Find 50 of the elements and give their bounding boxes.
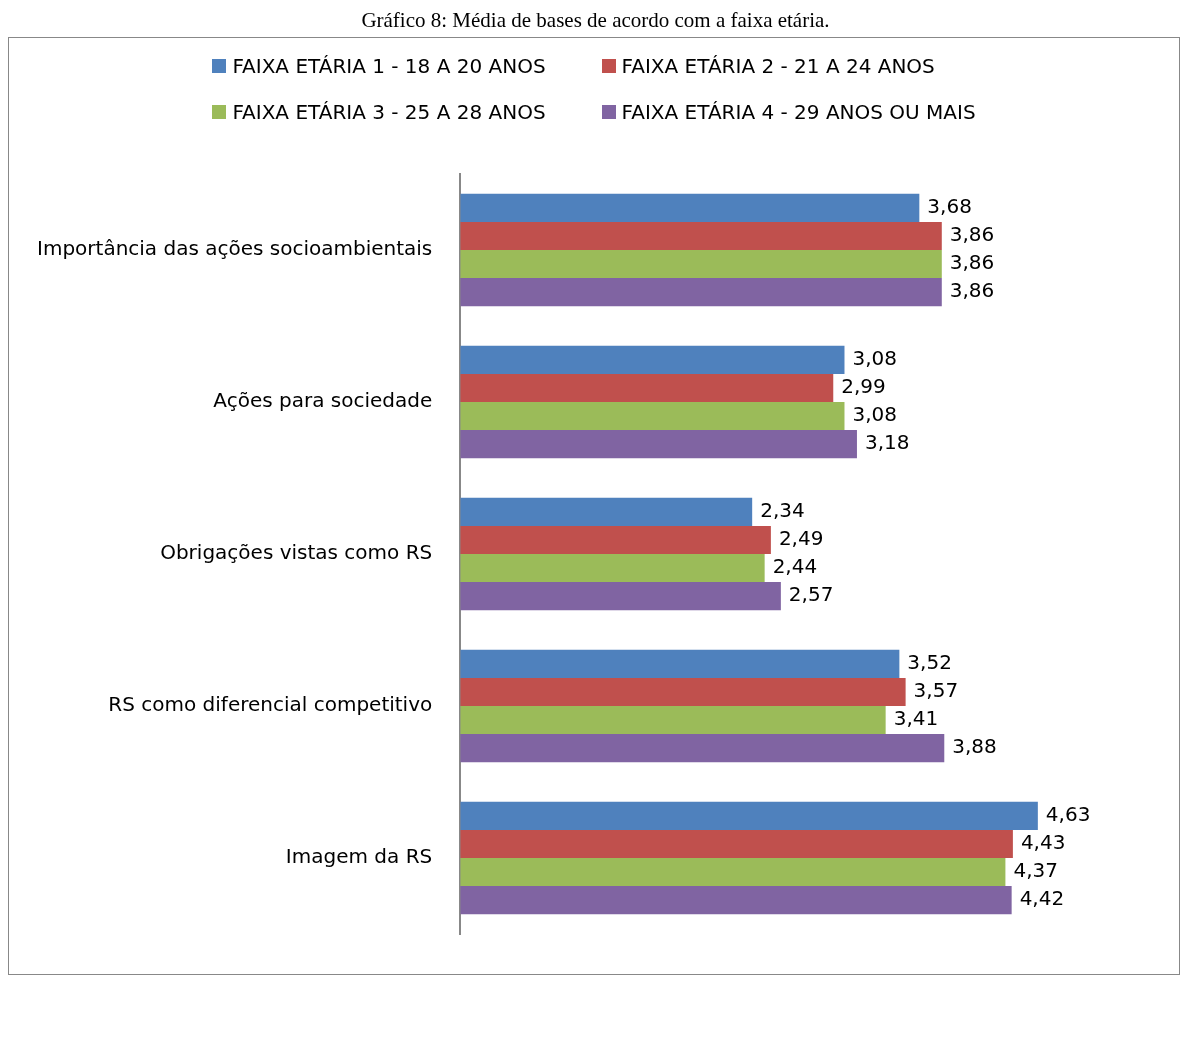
bar bbox=[460, 582, 781, 611]
data-label: 2,49 bbox=[778, 526, 824, 551]
data-label: 3,86 bbox=[949, 222, 995, 247]
bar bbox=[460, 430, 857, 459]
bar bbox=[460, 373, 834, 402]
chart-title: Gráfico 8: Média de bases de acordo com a faixa etária. bbox=[360, 8, 831, 33]
data-label: 2,44 bbox=[772, 554, 818, 579]
bar bbox=[460, 649, 900, 678]
bar bbox=[460, 858, 1006, 887]
legend-label: FAIXA ETÁRIA 1 - 18 A 20 ANOS bbox=[232, 54, 546, 78]
bar bbox=[460, 345, 845, 374]
data-label: 2,99 bbox=[841, 374, 886, 399]
data-label: 3,86 bbox=[949, 278, 995, 303]
bar bbox=[460, 829, 1013, 858]
data-label: 4,63 bbox=[1045, 802, 1091, 827]
y-tick-label: Obrigações vistas como RS bbox=[160, 540, 433, 565]
data-label: 3,18 bbox=[864, 430, 910, 455]
y-tick-label: Imagem da RS bbox=[285, 844, 433, 869]
bar bbox=[460, 278, 942, 307]
data-label: 3,68 bbox=[927, 194, 972, 219]
bar bbox=[460, 221, 942, 250]
bar bbox=[460, 554, 765, 583]
legend-label: FAIXA ETÁRIA 3 - 25 A 28 ANOS bbox=[232, 100, 546, 124]
data-label: 4,43 bbox=[1020, 830, 1066, 855]
y-tick-label: RS como diferencial competitivo bbox=[108, 692, 433, 717]
y-tick-label: Importância das ações socioambientais bbox=[37, 236, 433, 261]
bar bbox=[460, 734, 945, 763]
legend-label: FAIXA ETÁRIA 2 - 21 A 24 ANOS bbox=[621, 54, 935, 78]
y-tick-label: Ações para sociedade bbox=[213, 388, 433, 413]
bar bbox=[460, 193, 920, 222]
legend-label: FAIXA ETÁRIA 4 - 29 ANOS OU MAIS bbox=[621, 100, 976, 124]
data-label: 4,42 bbox=[1019, 886, 1065, 911]
data-label: 3,08 bbox=[852, 402, 898, 427]
bar bbox=[460, 402, 845, 431]
data-label: 3,52 bbox=[907, 650, 952, 675]
bar bbox=[460, 497, 753, 526]
bar bbox=[460, 886, 1012, 915]
bar bbox=[460, 706, 886, 735]
data-label: 3,08 bbox=[852, 346, 898, 371]
data-label: 4,37 bbox=[1013, 858, 1058, 883]
data-label: 3,88 bbox=[952, 734, 997, 759]
data-label: 2,34 bbox=[760, 498, 805, 523]
bar bbox=[460, 525, 771, 554]
data-label: 3,57 bbox=[913, 678, 959, 703]
data-label: 3,86 bbox=[949, 250, 995, 275]
bar bbox=[460, 677, 906, 706]
data-label: 3,41 bbox=[893, 706, 939, 731]
bar bbox=[460, 250, 942, 279]
data-label: 2,57 bbox=[788, 582, 834, 607]
bar bbox=[460, 801, 1038, 830]
